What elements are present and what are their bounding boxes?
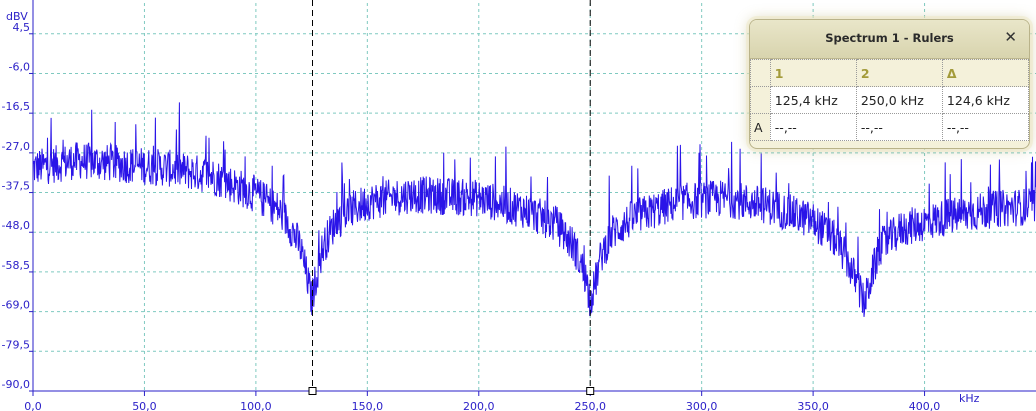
ruler-1-value: 125,4 kHz [769,86,857,114]
row-label-a: A [750,113,771,141]
delta-a-value: --,-- [941,113,1029,141]
rulers-panel[interactable]: Spectrum 1 - Rulers ✕ 1 2 Δ 125,4 kHz 25… [749,19,1030,149]
y-tick-label: -37,5 [2,180,30,193]
delta-header: Δ [941,59,1029,87]
delta-value: 124,6 kHz [941,86,1029,114]
ruler-1-header: 1 [769,59,857,87]
rulers-titlebar[interactable]: Spectrum 1 - Rulers ✕ [750,20,1029,59]
trace-line [32,102,1036,317]
close-icon[interactable]: ✕ [1004,28,1017,46]
row-header-empty [750,86,771,114]
x-tick-label: 200,0 [463,400,495,411]
x-tick-label: 350,0 [797,400,829,411]
x-axis-unit: kHz [959,392,980,405]
x-tick-label: 0,0 [24,400,42,411]
y-tick-label: -6,0 [9,60,30,73]
x-tick-label: 50,0 [132,400,157,411]
spectrum-trace [32,102,1036,317]
corner-cell [750,59,771,87]
ruler-2-header: 2 [855,59,943,87]
ruler-markers[interactable] [308,0,595,395]
y-tick-label: -69,0 [2,299,30,312]
rulers-title: Spectrum 1 - Rulers [825,31,954,45]
x-tick-label: 100,0 [240,400,272,411]
y-tick-label: -90,0 [2,378,30,391]
y-tick-label: 4,5 [13,21,31,34]
x-tick-label: 250,0 [574,400,606,411]
y-tick-label: -58,5 [2,259,30,272]
ruler-2-handle[interactable] [586,387,595,395]
x-tick-labels: 0,0 50,0 100,0 150,0 200,0 250,0 300,0 350,0 400… [24,400,940,411]
ruler-1-handle[interactable] [308,387,317,395]
plot-axes [29,0,1036,396]
ruler-2-value: 250,0 kHz [855,86,943,114]
ruler-2-a-value: --,-- [855,113,943,141]
x-tick-label: 300,0 [686,400,718,411]
y-tick-label: -27,0 [2,140,30,153]
x-tick-label: 400,0 [909,400,941,411]
y-tick-label: -48,0 [2,219,30,232]
y-axis-unit: dBV [6,10,28,23]
rulers-table: 1 2 Δ 125,4 kHz 250,0 kHz 124,6 kHz A --… [750,59,1029,141]
y-tick-label: -79,5 [2,338,30,351]
ruler-1-a-value: --,-- [769,113,857,141]
y-tick-labels: 4,5 -6,0 -16,5 -27,0 -37,5 -48,0 -58,5 -69,0 -79… [2,21,30,391]
y-tick-label: -16,5 [2,100,30,113]
x-tick-label: 150,0 [352,400,384,411]
